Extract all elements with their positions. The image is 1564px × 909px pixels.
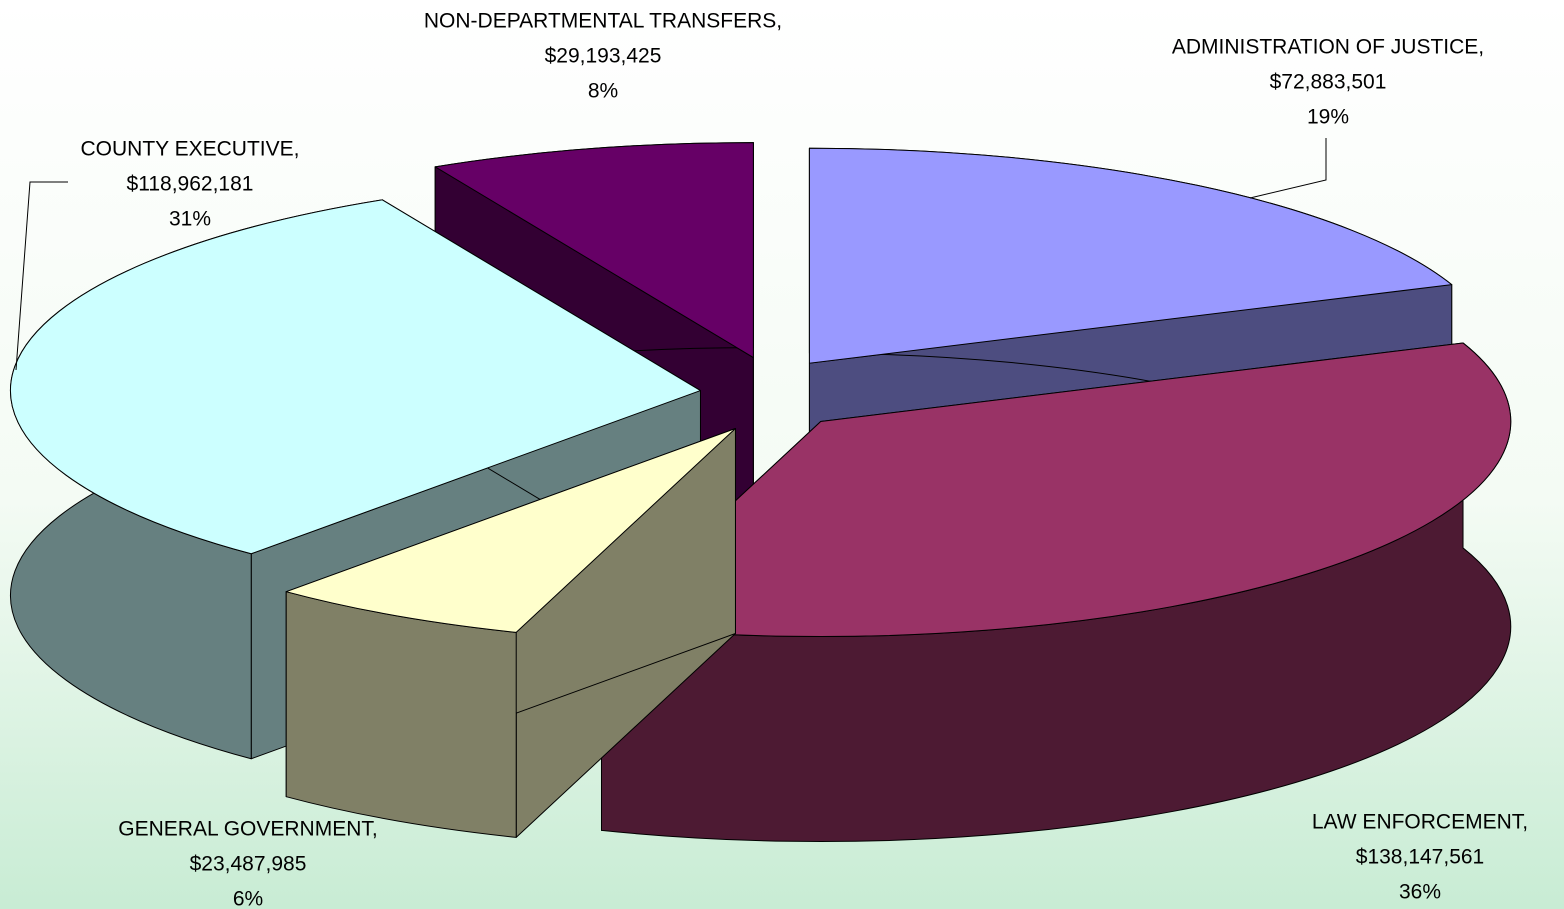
leader-line (15, 181, 68, 371)
slice-label: COUNTY EXECUTIVE, (81, 138, 300, 161)
percent-label: 8% (588, 80, 618, 103)
percent-label: 36% (1399, 881, 1441, 904)
slice-label: NON-DEPARTMENTAL TRANSFERS, (424, 10, 782, 33)
slice-label: LAW ENFORCEMENT, (1312, 811, 1528, 834)
value-label: $23,487,985 (190, 853, 307, 876)
leader-line (1249, 138, 1327, 199)
pie-slice (10, 199, 701, 555)
pie (10, 142, 1512, 843)
percent-label: 6% (233, 888, 263, 909)
percent-label: 31% (169, 208, 211, 231)
value-label: $138,147,561 (1356, 846, 1484, 869)
slice-label: GENERAL GOVERNMENT, (118, 818, 377, 841)
labels: ADMINISTRATION OF JUSTICE, $72,883,501 19%… (15, 10, 1528, 909)
value-label: $118,962,181 (127, 173, 254, 196)
pie-slice (434, 142, 754, 359)
value-label: $72,883,501 (1270, 71, 1387, 94)
pie-slice (808, 147, 1453, 364)
percent-label: 19% (1307, 106, 1349, 129)
pie-slice (285, 427, 736, 633)
value-label: $29,193,425 (545, 45, 662, 68)
pie-slice (600, 342, 1512, 638)
slice-label: ADMINISTRATION OF JUSTICE, (1172, 36, 1484, 59)
